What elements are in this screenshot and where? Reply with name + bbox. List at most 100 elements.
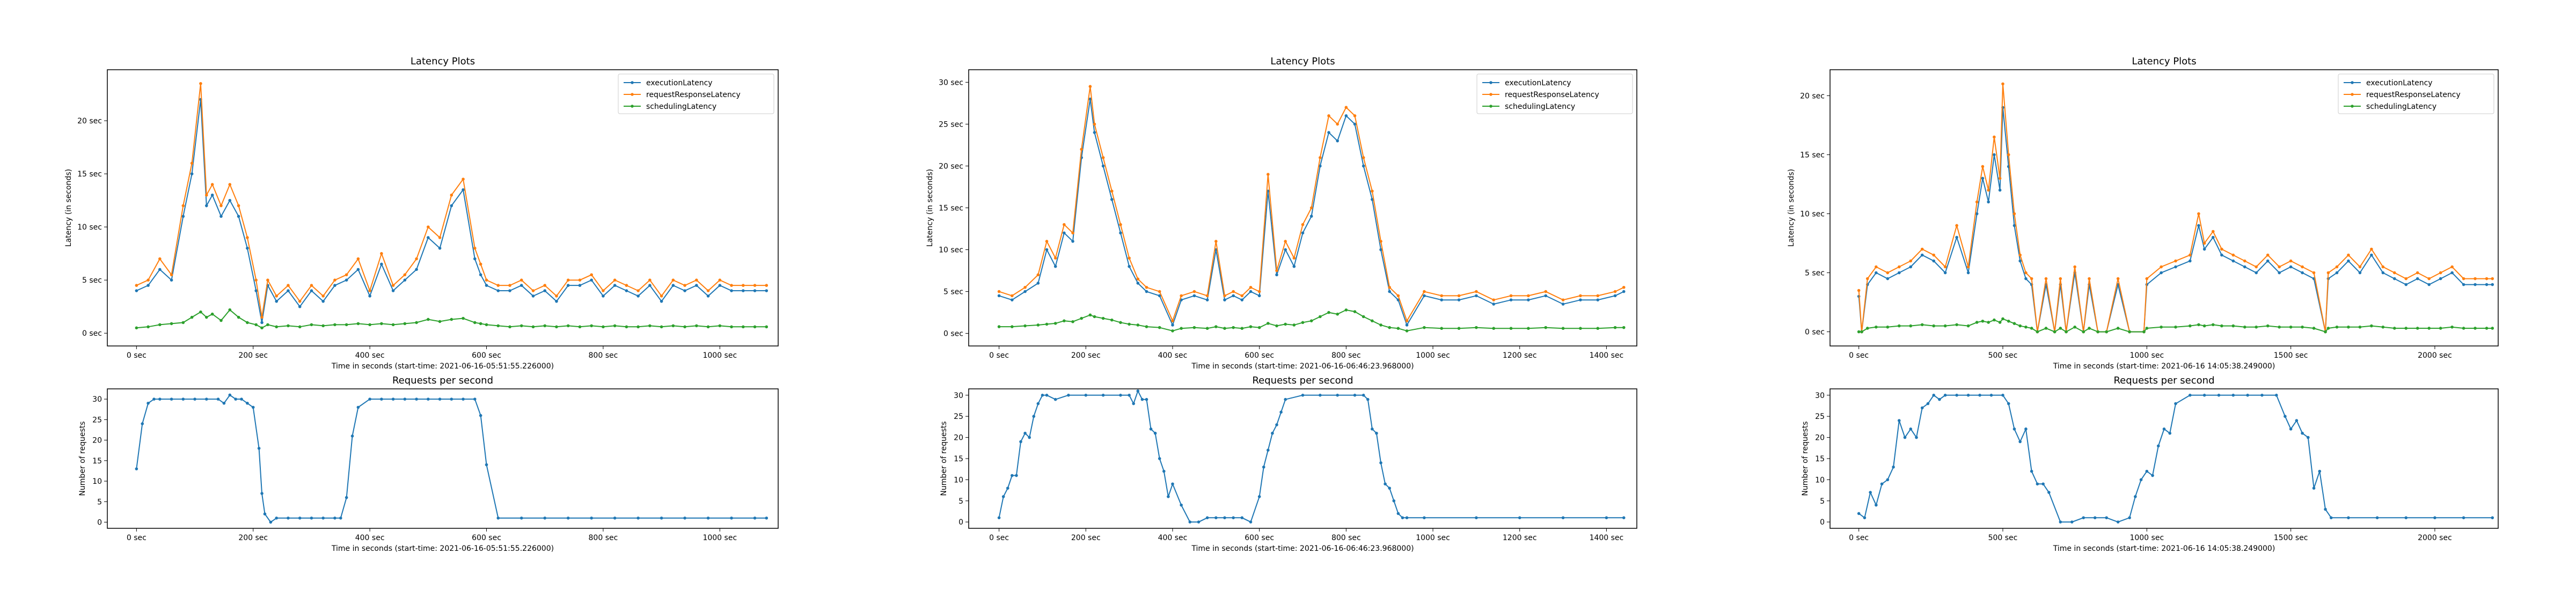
data-point-schedulingLatency <box>415 321 418 324</box>
data-point-schedulingLatency <box>2358 325 2362 329</box>
data-point-requestResponseLatency <box>1613 290 1617 293</box>
data-point-rps <box>2174 402 2177 405</box>
y-tick-label: 20 sec <box>939 162 963 171</box>
data-point-executionLatency <box>1993 153 1996 157</box>
data-point-rps <box>135 467 138 470</box>
data-point-requestResponseLatency <box>485 278 488 282</box>
legend-label: executionLatency <box>1505 79 1571 87</box>
y-axis-label: Number of requests <box>78 421 87 496</box>
x-tick-label: 500 sec <box>1988 351 2018 360</box>
data-point-requestResponseLatency <box>1023 285 1027 289</box>
data-point-schedulingLatency <box>2116 327 2120 330</box>
data-point-requestResponseLatency <box>1509 294 1513 298</box>
data-point-requestResponseLatency <box>1240 294 1244 298</box>
data-point-schedulingLatency <box>1101 316 1105 320</box>
x-tick-label: 0 sec <box>1849 534 1869 542</box>
data-point-rps <box>1067 394 1070 397</box>
data-point-requestResponseLatency <box>1119 223 1122 226</box>
data-point-rps <box>2375 516 2379 520</box>
data-point-executionLatency <box>1071 240 1074 243</box>
data-point-rps <box>356 405 360 409</box>
data-point-executionLatency <box>2024 277 2028 281</box>
data-point-requestResponseLatency <box>260 315 264 319</box>
data-point-rps <box>333 517 336 520</box>
data-point-rps <box>269 520 273 524</box>
data-point-requestResponseLatency <box>298 300 302 303</box>
data-point-rps <box>2324 507 2327 511</box>
data-point-requestResponseLatency <box>2370 247 2373 251</box>
data-point-rps <box>2202 394 2206 397</box>
data-point-rps <box>485 463 488 467</box>
data-point-schedulingLatency <box>170 322 173 326</box>
data-point-rps <box>1966 394 1970 397</box>
data-point-executionLatency <box>1292 264 1296 268</box>
data-point-schedulingLatency <box>2202 324 2206 328</box>
data-point-executionLatency <box>1622 290 1626 293</box>
y-tick-label: 30 <box>92 395 102 404</box>
data-point-rps <box>496 517 500 520</box>
data-point-schedulingLatency <box>1214 325 1218 328</box>
data-point-schedulingLatency <box>228 308 232 312</box>
data-point-requestResponseLatency <box>1405 319 1409 322</box>
data-point-requestResponseLatency <box>1101 156 1105 159</box>
data-point-requestResponseLatency <box>2145 277 2149 281</box>
data-point-schedulingLatency <box>1240 327 1244 330</box>
legend-marker <box>1489 93 1492 96</box>
x-tick-label: 1000 sec <box>1416 534 1450 542</box>
data-point-schedulingLatency <box>1527 327 1530 330</box>
data-point-schedulingLatency <box>636 325 640 329</box>
data-point-schedulingLatency <box>683 325 686 329</box>
data-point-rps <box>1392 499 1396 503</box>
data-point-rps <box>1897 419 1901 422</box>
data-point-requestResponseLatency <box>2220 247 2223 251</box>
data-point-rps <box>1978 394 1981 397</box>
data-point-schedulingLatency <box>671 324 675 328</box>
data-point-executionLatency <box>2473 283 2477 286</box>
data-point-schedulingLatency <box>1309 319 1313 322</box>
data-point-requestResponseLatency <box>648 278 652 282</box>
data-point-schedulingLatency <box>310 323 313 327</box>
x-tick-label: 0 sec <box>127 351 147 360</box>
data-point-executionLatency <box>1136 282 1140 285</box>
data-point-executionLatency <box>706 294 710 298</box>
data-point-rps <box>2246 394 2249 397</box>
data-point-requestResponseLatency <box>1275 269 1278 272</box>
data-point-rps <box>228 393 232 397</box>
series-line-rps <box>136 394 767 523</box>
data-point-rps <box>1053 397 1057 401</box>
data-point-requestResponseLatency <box>1362 156 1365 159</box>
y-tick-label: 5 sec <box>82 276 102 285</box>
data-point-executionLatency <box>671 284 675 287</box>
data-point-executionLatency <box>1475 294 1478 298</box>
data-point-rps <box>1136 389 1140 393</box>
data-point-schedulingLatency <box>1475 326 1478 329</box>
data-point-requestResponseLatency <box>683 284 686 287</box>
data-point-requestResponseLatency <box>2202 241 2206 245</box>
data-point-requestResponseLatency <box>1596 294 1600 298</box>
data-point-requestResponseLatency <box>237 204 240 208</box>
data-point-executionLatency <box>438 246 442 250</box>
x-tick-label: 600 sec <box>1245 351 1274 360</box>
y-tick-label: 15 <box>954 455 963 463</box>
data-point-rps <box>1119 394 1122 397</box>
legend-marker <box>2351 105 2354 108</box>
data-point-rps <box>427 397 430 401</box>
data-point-schedulingLatency <box>2197 323 2200 327</box>
data-point-rps <box>1084 394 1088 397</box>
data-point-schedulingLatency <box>1275 324 1278 328</box>
data-point-executionLatency <box>1579 298 1582 301</box>
legend: executionLatency requestResponseLatency sc… <box>1476 73 1633 114</box>
data-point-rps <box>1145 397 1148 401</box>
data-point-rps <box>2433 516 2436 520</box>
chart-6: Requests per second 0 sec 500 sec 1000 sec 1… <box>1801 375 2499 553</box>
data-point-requestResponseLatency <box>462 178 465 181</box>
data-point-executionLatency <box>147 284 150 287</box>
x-tick-label: 1500 sec <box>2274 351 2308 360</box>
data-point-rps <box>152 397 156 401</box>
data-point-rps <box>246 401 249 405</box>
data-point-requestResponseLatency <box>753 284 757 287</box>
data-point-schedulingLatency <box>462 316 465 320</box>
data-point-executionLatency <box>415 268 418 271</box>
data-point-schedulingLatency <box>2393 327 2396 330</box>
data-point-requestResponseLatency <box>275 294 279 298</box>
